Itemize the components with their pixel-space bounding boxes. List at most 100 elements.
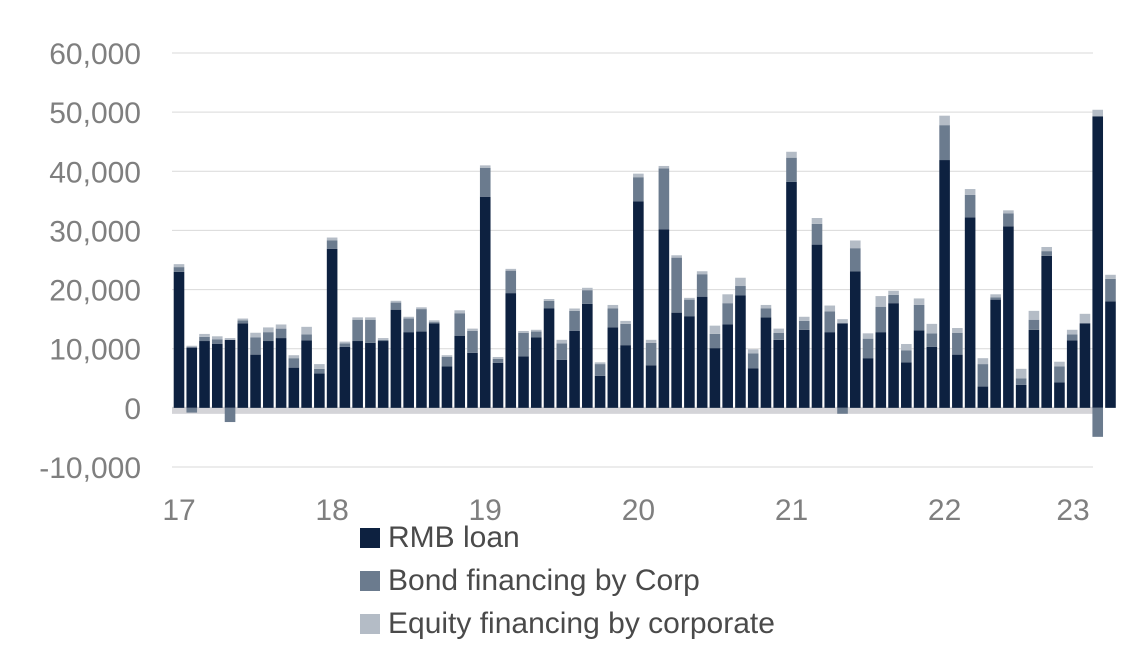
bar-bond-financing-2017-10 xyxy=(288,358,300,368)
bar-rmb-loan-2019-01 xyxy=(479,196,491,408)
bar-equity-financing-2017-02 xyxy=(186,345,198,348)
bar-rmb-loan-2020-04 xyxy=(671,312,682,408)
bar-rmb-loan-2020-09 xyxy=(735,295,746,408)
bar-rmb-loan-2020-02 xyxy=(645,365,657,408)
bar-equity-financing-2022-10 xyxy=(1054,361,1065,367)
bar-rmb-loan-2022-04 xyxy=(977,386,989,408)
bar-equity-financing-2020-11 xyxy=(760,304,772,309)
bar-equity-financing-2018-10 xyxy=(441,355,453,357)
bar-bond-financing-2022-02 xyxy=(952,332,963,355)
legend-label-rmb-loan: RMB loan xyxy=(388,520,520,554)
bar-equity-financing-2020-08 xyxy=(722,294,733,304)
bar-rmb-loan-2019-04 xyxy=(518,356,529,408)
bar-equity-financing-2019-02 xyxy=(492,356,504,359)
bar-equity-financing-2021-01 xyxy=(786,151,797,158)
bar-rmb-loan-2020-12 xyxy=(773,339,785,408)
bar-bond-financing-2017-08 xyxy=(263,332,274,342)
bar-equity-financing-2019-01 xyxy=(479,165,491,168)
bar-equity-financing-2020-05 xyxy=(684,297,695,300)
bar-rmb-loan-2022-08 xyxy=(1028,329,1040,408)
bar-bond-financing-2022-07 xyxy=(1015,378,1027,385)
bar-bond-financing-2022-06 xyxy=(1003,213,1014,227)
bar-equity-financing-2018-11 xyxy=(454,310,466,314)
bar-equity-financing-2018-02 xyxy=(339,341,351,344)
y-tick-label: 40,000 xyxy=(49,156,141,189)
bar-equity-financing-2017-05 xyxy=(224,338,236,340)
legend-item-rmb-loan: RMB loan xyxy=(360,516,775,559)
bar-bond-financing-2020-07 xyxy=(709,333,721,349)
bar-rmb-loan-2017-02 xyxy=(186,347,198,408)
zero-band xyxy=(172,406,1093,414)
bar-equity-financing-2023-02 xyxy=(1105,274,1116,279)
bar-equity-financing-2022-11 xyxy=(1066,329,1078,335)
bar-bond-financing-2022-10 xyxy=(1054,366,1065,383)
bar-equity-financing-2017-04 xyxy=(211,336,223,340)
bar-equity-financing-2019-11 xyxy=(607,304,619,309)
bar-equity-financing-2021-02 xyxy=(798,316,810,321)
bar-bond-financing-2021-10 xyxy=(901,350,912,363)
bar-bond-financing-2021-08 xyxy=(875,306,887,333)
bar-bond-financing-2018-05 xyxy=(377,339,389,342)
bar-equity-financing-2022-08 xyxy=(1028,310,1040,320)
bar-bond-financing-2019-11 xyxy=(607,308,619,328)
bar-equity-financing-2019-10 xyxy=(594,362,606,365)
legend-swatch-equity-financing xyxy=(360,613,380,634)
legend-item-equity-financing: Equity financing by corporate xyxy=(360,602,775,645)
bar-bond-financing-2020-09 xyxy=(735,286,746,296)
bar-rmb-loan-2020-11 xyxy=(760,317,772,408)
bar-bond-financing-2023-02 xyxy=(1105,278,1116,302)
bar-bond-financing-2017-07 xyxy=(250,337,261,355)
bar-equity-financing-2022-02 xyxy=(952,328,963,333)
bar-rmb-loan-2021-06 xyxy=(849,271,861,408)
bar-bond-financing-2018-04 xyxy=(365,319,376,343)
bar-bond-financing-2018-01 xyxy=(326,240,338,249)
bar-rmb-loan-2021-07 xyxy=(862,358,874,408)
bar-equity-financing-2022-04 xyxy=(977,358,989,365)
bar-equity-financing-2018-06 xyxy=(390,300,402,303)
bar-bond-financing-2019-10 xyxy=(594,364,606,376)
bar-equity-financing-2017-08 xyxy=(263,327,274,333)
bar-equity-financing-2018-09 xyxy=(428,320,440,323)
y-tick-label: 30,000 xyxy=(49,215,141,248)
bar-rmb-loan-2022-12 xyxy=(1079,323,1091,408)
bar-bond-financing-2020-08 xyxy=(722,303,733,325)
bar-bond-financing-2017-03 xyxy=(199,336,210,342)
bar-rmb-loan-2018-03 xyxy=(352,341,363,408)
bar-rmb-loan-2018-12 xyxy=(467,352,478,408)
bar-bond-financing-2021-07 xyxy=(862,338,874,359)
bar-bond-financing-2019-08 xyxy=(569,310,580,331)
bar-bond-financing-2021-12 xyxy=(926,333,938,347)
bar-bond-financing-2021-02 xyxy=(798,320,810,330)
bar-rmb-loan-2021-03 xyxy=(811,244,823,408)
bar-bond-financing-2018-07 xyxy=(403,318,414,333)
bar-equity-financing-2022-03 xyxy=(964,189,976,195)
bar-rmb-loan-2017-07 xyxy=(250,354,261,408)
bar-bond-financing-2018-06 xyxy=(390,302,402,310)
bar-equity-financing-2021-08 xyxy=(875,296,887,307)
bar-rmb-loan-2018-04 xyxy=(365,342,376,408)
y-tick-label: 10,000 xyxy=(49,334,141,367)
bar-rmb-loan-2018-02 xyxy=(339,346,351,408)
grid-lines xyxy=(172,52,1093,468)
bar-bond-financing-2021-05 xyxy=(837,407,848,414)
bar-rmb-loan-2023-01 xyxy=(1092,116,1104,408)
bar-equity-financing-2018-07 xyxy=(403,316,414,319)
bar-equity-financing-2020-04 xyxy=(671,255,682,258)
bar-equity-financing-2023-01 xyxy=(1092,109,1104,117)
bar-equity-financing-2019-12 xyxy=(620,320,631,324)
bar-rmb-loan-2019-09 xyxy=(582,303,593,408)
bar-bond-financing-2019-09 xyxy=(582,290,593,304)
bar-equity-financing-2022-05 xyxy=(990,294,1001,298)
bar-equity-financing-2021-04 xyxy=(824,305,836,312)
bar-rmb-loan-2022-03 xyxy=(964,217,976,408)
bars xyxy=(173,109,1116,437)
bar-bond-financing-2018-03 xyxy=(352,319,363,342)
bar-equity-financing-2021-06 xyxy=(849,240,861,249)
bar-rmb-loan-2019-03 xyxy=(505,293,517,408)
bar-equity-financing-2019-05 xyxy=(530,329,542,332)
bar-equity-financing-2022-01 xyxy=(939,115,950,126)
bar-equity-financing-2017-12 xyxy=(314,364,325,369)
bar-bond-financing-2020-04 xyxy=(671,257,682,313)
bar-bond-financing-2022-11 xyxy=(1066,334,1078,341)
bar-bond-financing-2017-01 xyxy=(173,267,185,272)
